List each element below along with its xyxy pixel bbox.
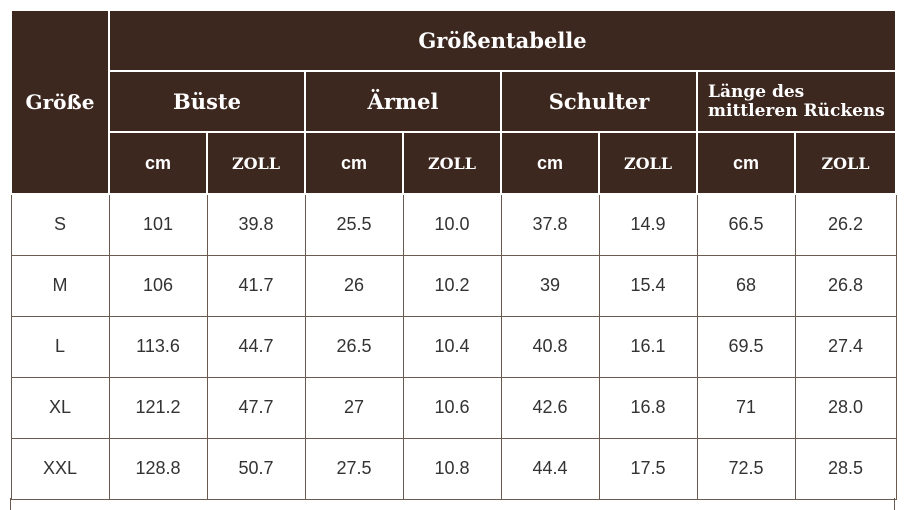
measurement-cell: 69.5	[696, 315, 796, 378]
unit-header-zoll: ZOLL	[793, 131, 898, 195]
unit-header-cm: cm	[500, 131, 600, 195]
group-header-shoulder: Schulter	[500, 70, 698, 133]
measurement-cell: 27.4	[794, 315, 897, 378]
unit-header-cm: cm	[108, 131, 208, 195]
measurement-cell: 71	[696, 376, 796, 439]
table-row: M 106 41.7 26 10.2 39 15.4 68 26.8	[10, 254, 897, 317]
table-row: XL 121.2 47.7 27 10.6 42.6 16.8 71 28.0	[10, 376, 897, 439]
measurement-cell: 50.7	[206, 437, 306, 500]
measurement-cell: 26.2	[794, 193, 897, 256]
unit-header-zoll: ZOLL	[206, 131, 306, 195]
measurement-cell: 16.8	[598, 376, 698, 439]
measurement-cell: 28.5	[794, 437, 897, 500]
measurement-cell: 40.8	[500, 315, 600, 378]
size-column-header: Größe	[10, 9, 110, 195]
measurement-cell: 16.1	[598, 315, 698, 378]
measurement-cell: 44.7	[206, 315, 306, 378]
measurement-cell: 41.7	[206, 254, 306, 317]
table-title: Größentabelle	[107, 9, 898, 72]
measurement-cell: 10.2	[402, 254, 502, 317]
table-row: XXL 128.8 50.7 27.5 10.8 44.4 17.5 72.5 28.5	[10, 437, 897, 500]
table-body: S 101 39.8 25.5 10.0 37.8 14.9 66.5 26.2 M 106 41.7…	[10, 193, 897, 500]
measurement-cell: 44.4	[500, 437, 600, 500]
size-cell: S	[10, 193, 110, 256]
group-header-bust: Büste	[108, 70, 306, 133]
measurement-cell: 14.9	[598, 193, 698, 256]
size-cell: XL	[10, 376, 110, 439]
measurement-cell: 10.8	[402, 437, 502, 500]
measurement-cell: 47.7	[206, 376, 306, 439]
measurement-cell: 42.6	[500, 376, 600, 439]
table-row: L 113.6 44.7 26.5 10.4 40.8 16.1 69.5 27.4	[10, 315, 897, 378]
measurement-cell: 10.0	[402, 193, 502, 256]
table-row: S 101 39.8 25.5 10.0 37.8 14.9 66.5 26.2	[10, 193, 897, 256]
unit-header-cm: cm	[304, 131, 404, 195]
measurement-cell: 113.6	[108, 315, 208, 378]
group-header-back-length: Länge des mittleren Rückens	[695, 70, 898, 133]
measurement-cell: 39.8	[206, 193, 306, 256]
unit-header-cm: cm	[696, 131, 796, 195]
unit-header-zoll: ZOLL	[598, 131, 698, 195]
measurement-cell: 128.8	[108, 437, 208, 500]
size-cell: L	[10, 315, 110, 378]
measurement-cell: 101	[108, 193, 208, 256]
unit-header-zoll: ZOLL	[402, 131, 502, 195]
measurement-cell: 37.8	[500, 193, 600, 256]
measurement-cell: 72.5	[696, 437, 796, 500]
measurement-cell: 68	[696, 254, 796, 317]
size-cell: XXL	[10, 437, 110, 500]
measurement-cell: 10.6	[402, 376, 502, 439]
measurement-cell: 66.5	[696, 193, 796, 256]
size-chart-table: Größe Größentabelle Büste Ärmel Schulter…	[10, 9, 898, 500]
measurement-cell: 10.4	[402, 315, 502, 378]
measurement-cell: 106	[108, 254, 208, 317]
size-cell: M	[10, 254, 110, 317]
measurement-cell: 15.4	[598, 254, 698, 317]
group-header-sleeve: Ärmel	[304, 70, 502, 133]
measurement-cell: 39	[500, 254, 600, 317]
measurement-cell: 26	[304, 254, 404, 317]
measurement-cell: 25.5	[304, 193, 404, 256]
measurement-cell: 17.5	[598, 437, 698, 500]
measurement-cell: 26.5	[304, 315, 404, 378]
measurement-cell: 27.5	[304, 437, 404, 500]
table-bottom-edge	[10, 498, 895, 510]
measurement-cell: 28.0	[794, 376, 897, 439]
measurement-cell: 121.2	[108, 376, 208, 439]
measurement-cell: 26.8	[794, 254, 897, 317]
measurement-cell: 27	[304, 376, 404, 439]
